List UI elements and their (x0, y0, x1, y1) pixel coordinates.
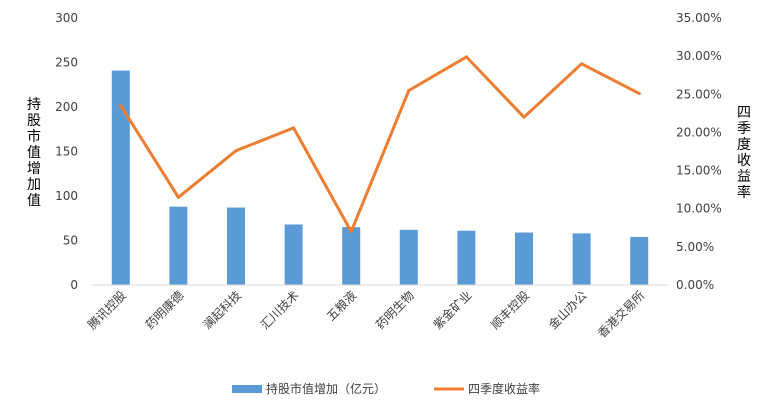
bar-series (111, 70, 649, 285)
line-point (580, 62, 584, 66)
line-point (176, 195, 180, 199)
left-tick-label: 300 (55, 11, 78, 25)
left-tick-label: 50 (63, 234, 78, 248)
left-tick-label: 0 (70, 278, 78, 292)
line-point (292, 126, 296, 130)
line-point (234, 149, 238, 153)
right-axis-title: 四季度收益率 (737, 105, 751, 201)
bar (111, 70, 130, 285)
right-tick-label: 35.00% (676, 11, 722, 25)
bar (630, 236, 649, 285)
bar (515, 232, 533, 285)
legend-line-label: 四季度收益率 (468, 381, 540, 396)
right-tick-label: 15.00% (676, 164, 722, 178)
left-tick-label: 150 (55, 145, 78, 159)
bar (457, 230, 476, 285)
series-line (119, 55, 641, 234)
category-label: 腾讯控股 (84, 288, 129, 333)
category-labels: 腾讯控股 药明康德 澜起科技 汇川技术 五粮液 药明生物 紫金矿业 顺丰控股 金山办公 香港交易所 (84, 288, 647, 341)
line-point (407, 88, 411, 92)
bar (227, 207, 245, 285)
left-tick-label: 200 (55, 100, 78, 114)
line-point (349, 230, 353, 234)
bar (399, 229, 418, 285)
legend-bar-label: 持股市值增加（亿元） (266, 381, 386, 396)
left-tick-label: 250 (55, 56, 78, 70)
bar (342, 227, 361, 285)
bar (284, 224, 303, 285)
line-point (522, 115, 526, 119)
line-point (119, 104, 123, 108)
right-axis-ticks: 0.00% 5.00% 10.00% 15.00% 20.00% 25.00% 30.00%… (676, 11, 722, 292)
right-tick-label: 20.00% (676, 125, 722, 139)
line-point (637, 92, 641, 96)
category-label: 汇川技术 (258, 288, 302, 332)
left-axis-title: 持股市值增加值 (27, 97, 41, 209)
right-tick-label: 5.00% (676, 240, 714, 254)
category-label: 药明生物 (373, 288, 417, 332)
category-label: 紫金矿业 (430, 288, 475, 333)
line-point (464, 55, 468, 59)
right-tick-label: 0.00% (676, 278, 714, 292)
legend: 持股市值增加（亿元） 四季度收益率 (232, 381, 540, 396)
category-label: 澜起科技 (200, 288, 244, 332)
category-label: 金山办公 (545, 288, 590, 333)
right-tick-label: 25.00% (676, 87, 722, 101)
right-tick-label: 10.00% (676, 202, 722, 216)
bar (169, 206, 188, 285)
category-label: 香港交易所 (594, 288, 647, 341)
left-tick-label: 100 (55, 189, 78, 203)
category-label: 顺丰控股 (488, 288, 532, 332)
left-axis-ticks: 0 50 100 150 200 250 300 (55, 11, 78, 292)
category-label: 五粮液 (323, 288, 359, 324)
legend-bar-swatch (232, 385, 262, 393)
bar (572, 233, 591, 285)
right-tick-label: 30.00% (676, 49, 722, 63)
category-label: 药明康德 (142, 288, 187, 333)
line-series (119, 55, 641, 234)
